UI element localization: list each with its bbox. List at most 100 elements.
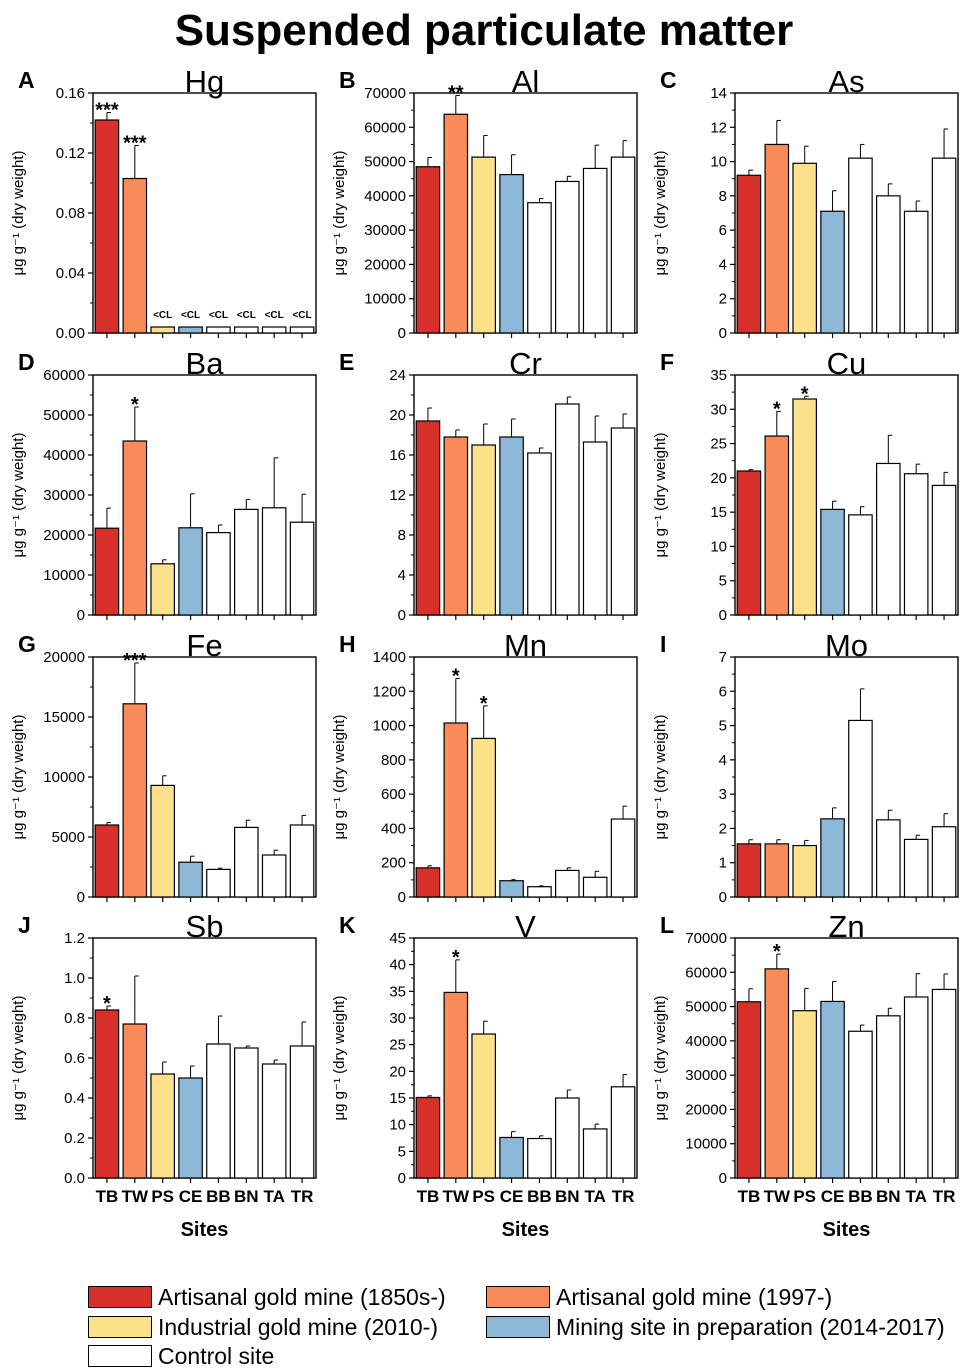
panel-letter: G: [18, 631, 36, 657]
y-tick-label: 70000: [364, 85, 406, 102]
y-tick-label: 1000: [373, 718, 406, 735]
x-tick-label: PS: [472, 1187, 495, 1206]
y-tick-label: 15000: [43, 709, 85, 726]
panel-j: 0.0 0.2 0.4 0.6 0.8 1.0 1.2 * TB TW PS CE BB BN TA TR Sb…: [10, 909, 317, 1241]
y-axis-label: μg g⁻¹ (dry weight): [652, 433, 669, 558]
x-tick-label: TW: [764, 1187, 791, 1206]
significance-label: *: [801, 383, 809, 405]
x-tick-label: BB: [206, 1187, 231, 1206]
panel-letter: F: [660, 349, 674, 375]
bar: [178, 1077, 203, 1179]
y-tick-label: 5000: [52, 829, 85, 846]
y-tick-label: 0: [719, 325, 727, 342]
bar: [289, 521, 315, 616]
bar: [610, 1086, 636, 1179]
significance-label: *: [131, 394, 139, 416]
y-tick-label: 4: [719, 256, 727, 273]
bar: [150, 1073, 175, 1179]
panel-letter: L: [660, 912, 674, 938]
bar: [792, 398, 817, 616]
y-tick-label: 20000: [43, 649, 85, 666]
panel-title: V: [515, 909, 536, 944]
panel-title: Ba: [186, 346, 225, 381]
legend-item-control-site: Control site: [88, 1343, 274, 1369]
x-tick-label: TR: [612, 1187, 635, 1206]
y-tick-label: 50000: [685, 999, 727, 1016]
bar: [234, 1047, 259, 1179]
y-tick-label: 10: [710, 538, 727, 555]
y-tick-label: 10000: [43, 567, 85, 584]
panel-letter: H: [339, 631, 356, 657]
bar: [736, 174, 762, 334]
x-tick-label: BB: [848, 1187, 873, 1206]
bar: [820, 818, 845, 898]
annotation-label: <CL: [153, 310, 172, 321]
panel-title: Cr: [509, 346, 542, 381]
y-tick-label: 2: [719, 291, 727, 308]
y-tick-label: 25: [710, 436, 727, 453]
legend-item-artisanal-1997: Artisanal gold mine (1997-): [486, 1284, 832, 1310]
x-tick-label: TB: [738, 1187, 761, 1206]
bar: [610, 818, 636, 898]
y-axis-label: μg g⁻¹ (dry weight): [331, 996, 348, 1121]
x-tick-label: TW: [443, 1187, 470, 1206]
significance-label: *: [103, 993, 111, 1015]
bar: [178, 861, 203, 898]
y-axis-label: μg g⁻¹ (dry weight): [10, 151, 27, 276]
x-axis-label: Sites: [181, 1219, 229, 1241]
bar: [610, 427, 636, 616]
y-axis-label: μg g⁻¹ (dry weight): [10, 433, 27, 558]
panel-letter: K: [339, 912, 356, 938]
bar: [150, 563, 175, 616]
bar: [206, 531, 231, 616]
bar: [415, 166, 441, 334]
bar: [499, 436, 524, 616]
x-tick-label: TR: [291, 1187, 314, 1206]
bar: [261, 1063, 287, 1179]
y-tick-label: 0: [77, 889, 85, 906]
annotation-label: <CL: [209, 310, 228, 321]
y-tick-label: 0: [398, 607, 406, 624]
y-tick-label: 16: [389, 447, 406, 464]
bar: [150, 784, 175, 898]
bar: [415, 867, 441, 898]
y-tick-label: 0: [719, 889, 727, 906]
y-tick-label: 30000: [43, 487, 85, 504]
y-tick-label: 20: [389, 1063, 406, 1080]
bar: [178, 527, 203, 616]
bar: [555, 869, 580, 898]
bar: [820, 508, 845, 616]
y-tick-label: 40: [389, 957, 406, 974]
y-tick-label: 6: [719, 683, 727, 700]
panel-letter: C: [660, 67, 677, 93]
bar: [876, 1015, 901, 1179]
bar: [206, 868, 231, 898]
y-tick-label: 40000: [685, 1033, 727, 1050]
y-tick-label: 0: [719, 607, 727, 624]
y-tick-label: 35: [389, 983, 406, 1000]
panel-letter: D: [18, 349, 35, 375]
y-tick-label: 20: [710, 470, 727, 487]
bar: [610, 156, 636, 334]
annotation-label: <CL: [265, 310, 284, 321]
x-tick-label: PS: [151, 1187, 174, 1206]
significance-label: *: [480, 693, 488, 715]
bar: [820, 1000, 845, 1179]
x-tick-label: CE: [500, 1187, 524, 1206]
bar: [582, 441, 608, 616]
figure-panels: 0.000.040.080.120.16******<CL <CL <CL <CL <C…: [10, 64, 959, 1241]
y-tick-label: 6: [719, 222, 727, 239]
y-tick-label: 0.6: [64, 1050, 85, 1067]
panel-letter: B: [339, 67, 356, 93]
panel-title: Mn: [504, 628, 547, 663]
bar: [234, 326, 259, 334]
bar: [555, 1097, 580, 1179]
y-tick-label: 10000: [685, 1136, 727, 1153]
panel-letter: E: [339, 349, 354, 375]
panel-e: 0 4 8 12 16 20 24 Cr E: [339, 346, 638, 624]
y-tick-label: 0.8: [64, 1010, 85, 1027]
panel-h: 0 200 400 600 800 1000 1200 1400 * * Mn Hμg g⁻¹ (dr…: [331, 628, 638, 906]
y-axis-label: μg g⁻¹ (dry weight): [652, 715, 669, 840]
legend-label: Artisanal gold mine (1997-): [556, 1283, 833, 1310]
y-tick-label: 0.00: [56, 325, 85, 342]
